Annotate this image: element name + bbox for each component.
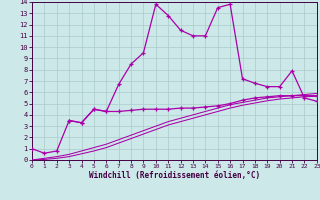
X-axis label: Windchill (Refroidissement éolien,°C): Windchill (Refroidissement éolien,°C) <box>89 171 260 180</box>
